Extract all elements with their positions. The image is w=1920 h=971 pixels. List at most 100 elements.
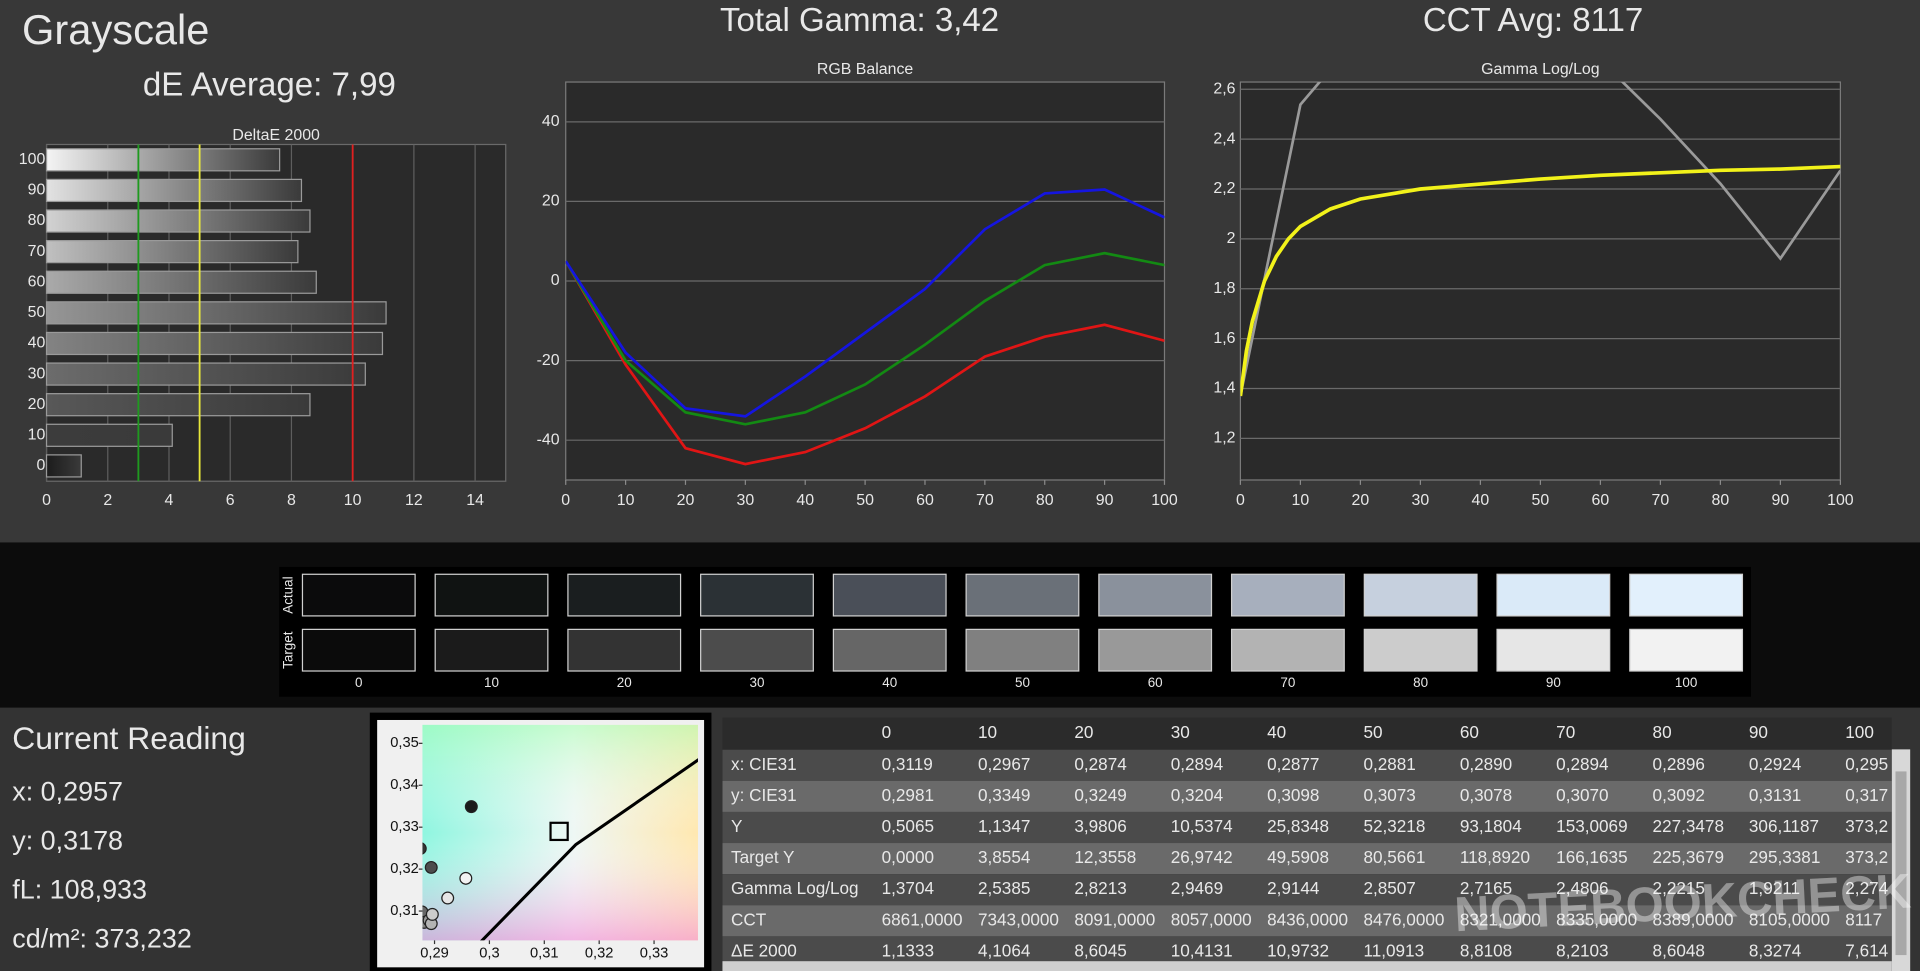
x-tick-label: 10: [344, 492, 362, 509]
y-tick-label: 1,8: [1213, 280, 1235, 297]
swatch-row-label: Actual: [281, 576, 296, 613]
reading-title: Current Reading: [12, 720, 246, 756]
y-tick-label: -20: [537, 352, 560, 369]
category-label: 20: [28, 396, 46, 413]
y-tick-label: 1,4: [1213, 380, 1235, 397]
y-tick-label: 2,2: [1213, 180, 1235, 197]
x-tick-label: 50: [856, 492, 874, 509]
swatch-actual: [832, 573, 947, 617]
table-cell: 10,9732: [1267, 940, 1329, 960]
category-label: 50: [28, 304, 46, 321]
series-line: [1240, 164, 1841, 397]
swatch-actual: [700, 573, 814, 617]
horizontal-scrollbar: [722, 961, 1892, 971]
bar: [45, 148, 281, 172]
table-cell: 2,8213: [1074, 878, 1126, 898]
table-cell: 0,2894: [1556, 754, 1609, 774]
row-label: Y: [731, 816, 743, 836]
bar: [45, 301, 387, 325]
x-tick-label: 4: [165, 492, 174, 509]
category-label: 30: [28, 365, 46, 382]
column-header: 30: [1171, 722, 1190, 742]
column-header: 70: [1556, 722, 1575, 742]
measurement-point: [424, 860, 438, 874]
y-tick-label: 0,32: [390, 861, 419, 877]
bar: [45, 331, 384, 356]
table-cell: 2,7165: [1460, 878, 1512, 898]
y-tick-label: 1,6: [1213, 330, 1235, 347]
swatch-target: [832, 628, 947, 672]
y-tick-label: 2: [1227, 230, 1236, 247]
column-header: 90: [1749, 722, 1768, 742]
chart-title: DeltaE 2000: [232, 127, 320, 144]
table-cell: 0,3078: [1460, 785, 1512, 805]
measurement-point: [422, 842, 427, 855]
table-row: [722, 780, 1892, 812]
swatch-actual: [301, 573, 416, 617]
table-cell: 8,3274: [1749, 940, 1802, 960]
x-tick-label: 0,31: [530, 946, 559, 962]
series-group: [565, 188, 1165, 466]
swatch-label: 10: [484, 675, 499, 690]
table-cell: 0,317: [1845, 785, 1888, 805]
x-tick-label: 70: [1652, 492, 1670, 509]
table-cell: 2,9469: [1171, 878, 1223, 898]
bar: [45, 239, 299, 264]
table-cell: 52,3218: [1363, 816, 1425, 836]
planckian-locus: [480, 758, 698, 941]
x-tick-label: 10: [1292, 492, 1310, 509]
table-cell: 0,2890: [1460, 754, 1512, 774]
table-cell: 0,2894: [1171, 754, 1224, 774]
column-header: 10: [978, 722, 997, 742]
swatch-label: 20: [617, 675, 632, 690]
x-tick-label: 40: [1472, 492, 1490, 509]
bar: [45, 178, 303, 203]
table-cell: 8,6048: [1653, 940, 1705, 960]
table-cell: 2,274: [1845, 878, 1888, 898]
table-cell: 0,3073: [1363, 785, 1415, 805]
x-tick-label: 10: [617, 492, 635, 509]
x-tick-label: 20: [1352, 492, 1370, 509]
category-label: 60: [28, 273, 46, 290]
table-cell: 2,2215: [1653, 878, 1705, 898]
table-cell: 227,3478: [1653, 816, 1724, 836]
table-cell: 2,8507: [1363, 878, 1415, 898]
table-cell: 118,8920: [1460, 847, 1530, 867]
x-tick-label: 0,3: [479, 946, 499, 962]
cct-average: CCT Avg: 8117: [1423, 2, 1643, 39]
target-marker: [549, 821, 569, 842]
reading-line: fL: 108,933: [12, 875, 147, 905]
row-label: ΔE 2000: [731, 940, 797, 960]
table-cell: 8105,0000: [1749, 909, 1830, 929]
swatch-label: 0: [355, 675, 362, 690]
page-title: Grayscale: [22, 6, 209, 53]
row-label: y: CIE31: [731, 785, 797, 805]
table-cell: 153,0069: [1556, 816, 1627, 836]
swatch-row-label: Target: [281, 631, 296, 669]
column-header: 100: [1845, 722, 1874, 742]
table-cell: 8117: [1845, 909, 1882, 929]
table-cell: 0,295: [1845, 754, 1888, 774]
column-header: 60: [1460, 722, 1479, 742]
table-cell: 2,5385: [978, 878, 1030, 898]
table-cell: 0,2967: [978, 754, 1030, 774]
table-cell: 0,3204: [1171, 785, 1224, 805]
y-tick-label: 2,4: [1213, 130, 1235, 147]
swatch-actual: [567, 573, 682, 617]
row-label: CCT: [731, 909, 767, 929]
table-cell: 0,2896: [1653, 754, 1705, 774]
x-tick-label: 60: [1592, 492, 1610, 509]
x-tick-label: 30: [1412, 492, 1430, 509]
x-tick-label: 30: [736, 492, 754, 509]
table-cell: 0,3119: [882, 754, 933, 774]
table-cell: 11,0913: [1363, 940, 1424, 960]
table-cell: 8091,0000: [1074, 909, 1155, 929]
swatch-actual: [1629, 573, 1744, 617]
y-tick-label: 0,35: [390, 735, 419, 751]
x-tick-label: 0: [561, 492, 570, 509]
table-cell: 0,2877: [1267, 754, 1319, 774]
measurement-point: [441, 891, 455, 905]
table-cell: 10,5374: [1171, 816, 1233, 836]
swatch-actual: [434, 573, 549, 617]
x-tick-label: 14: [466, 492, 484, 509]
